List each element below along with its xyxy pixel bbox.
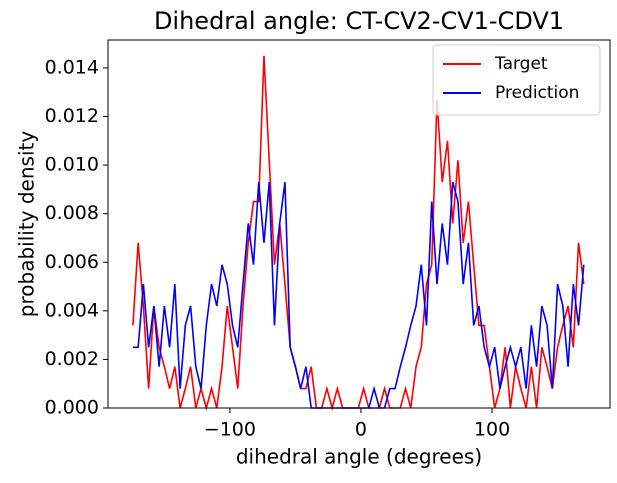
y-tick-label: 0.014 [45,56,99,78]
y-tick-label: 0.008 [45,202,99,224]
y-tick-label: 0.002 [45,348,99,370]
legend-label: Prediction [495,83,579,103]
legend-box [432,44,601,116]
x-tick-label: 0 [355,419,367,441]
x-axis-label: dihedral angle (degrees) [236,445,482,469]
y-tick-label: 0.000 [45,397,99,419]
series-line [132,181,585,409]
x-tick-label: 100 [474,419,510,441]
y-tick-label: 0.006 [45,251,99,273]
chart-title: Dihedral angle: CT-CV2-CV1-CDV1 [154,7,564,35]
y-tick-label: 0.010 [45,154,99,176]
axes-frame [107,39,611,409]
y-tick-label: 0.004 [45,299,99,321]
y-tick-label: 0.012 [45,105,99,127]
x-tick-label: −100 [204,419,256,441]
y-axis-label: probability density [15,131,39,318]
legend-label: Target [494,54,548,74]
